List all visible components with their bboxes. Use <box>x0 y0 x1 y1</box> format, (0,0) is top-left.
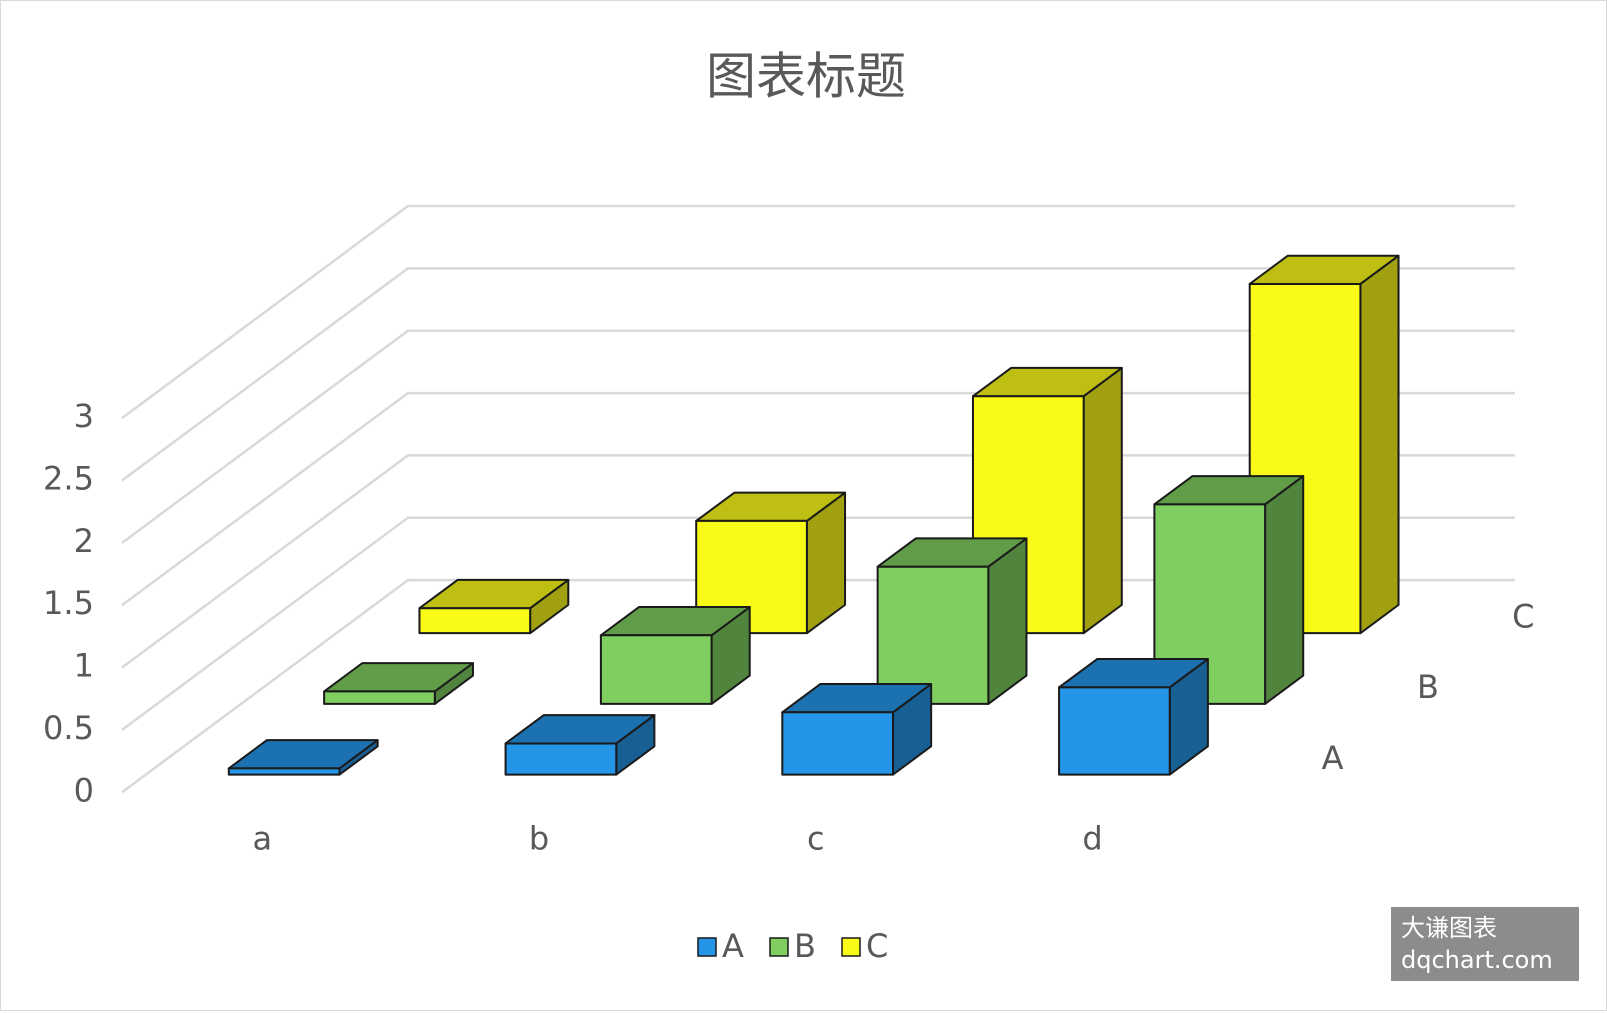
grid-line <box>121 329 1515 544</box>
y-tick-label: 2.5 <box>43 460 94 498</box>
legend-swatch <box>841 937 861 957</box>
y-tick-label: 1 <box>74 647 94 685</box>
watermark: 大谦图表 dqchart.com <box>1391 907 1579 981</box>
y-tick-label: 2 <box>74 522 94 560</box>
y-tick-label: 1.5 <box>43 584 94 622</box>
grid-line <box>121 454 1515 669</box>
x-tick-label: a <box>253 819 273 857</box>
watermark-line: dqchart.com <box>1401 946 1553 974</box>
grid-line <box>121 516 1515 731</box>
bar <box>227 767 341 776</box>
grid-line <box>121 267 1515 482</box>
series-axis-label: A <box>1322 739 1344 777</box>
bar-top <box>227 739 379 770</box>
watermark-line: 大谦图表 <box>1401 914 1497 942</box>
legend-label: B <box>794 927 816 965</box>
legend-swatch <box>769 937 789 957</box>
x-tick-label: c <box>807 819 825 857</box>
series-axis-label: B <box>1417 668 1439 706</box>
bar <box>876 565 990 705</box>
legend-swatch <box>697 937 717 957</box>
bar <box>1153 503 1267 705</box>
y-tick-label: 0.5 <box>43 709 94 747</box>
grid-line <box>121 391 1515 607</box>
y-tick-label: 3 <box>74 397 94 435</box>
grid-line <box>121 578 1515 794</box>
bar <box>418 607 532 635</box>
bar <box>781 711 895 776</box>
legend-label: A <box>722 927 744 965</box>
bar <box>323 690 436 705</box>
grid-line <box>121 204 1515 420</box>
bar-side <box>1082 366 1123 635</box>
bar-side <box>1264 475 1305 705</box>
x-tick-label: b <box>529 819 549 857</box>
bar <box>695 519 808 635</box>
bar <box>1058 686 1171 776</box>
bar <box>504 742 618 776</box>
legend-label: C <box>866 927 888 965</box>
y-tick-label: 0 <box>74 771 94 809</box>
series-axis-label: C <box>1512 597 1534 635</box>
chart-title: 图表标题 <box>706 48 906 106</box>
bar <box>599 634 713 705</box>
x-tick-label: d <box>1082 819 1102 857</box>
bar-side <box>1359 254 1400 635</box>
